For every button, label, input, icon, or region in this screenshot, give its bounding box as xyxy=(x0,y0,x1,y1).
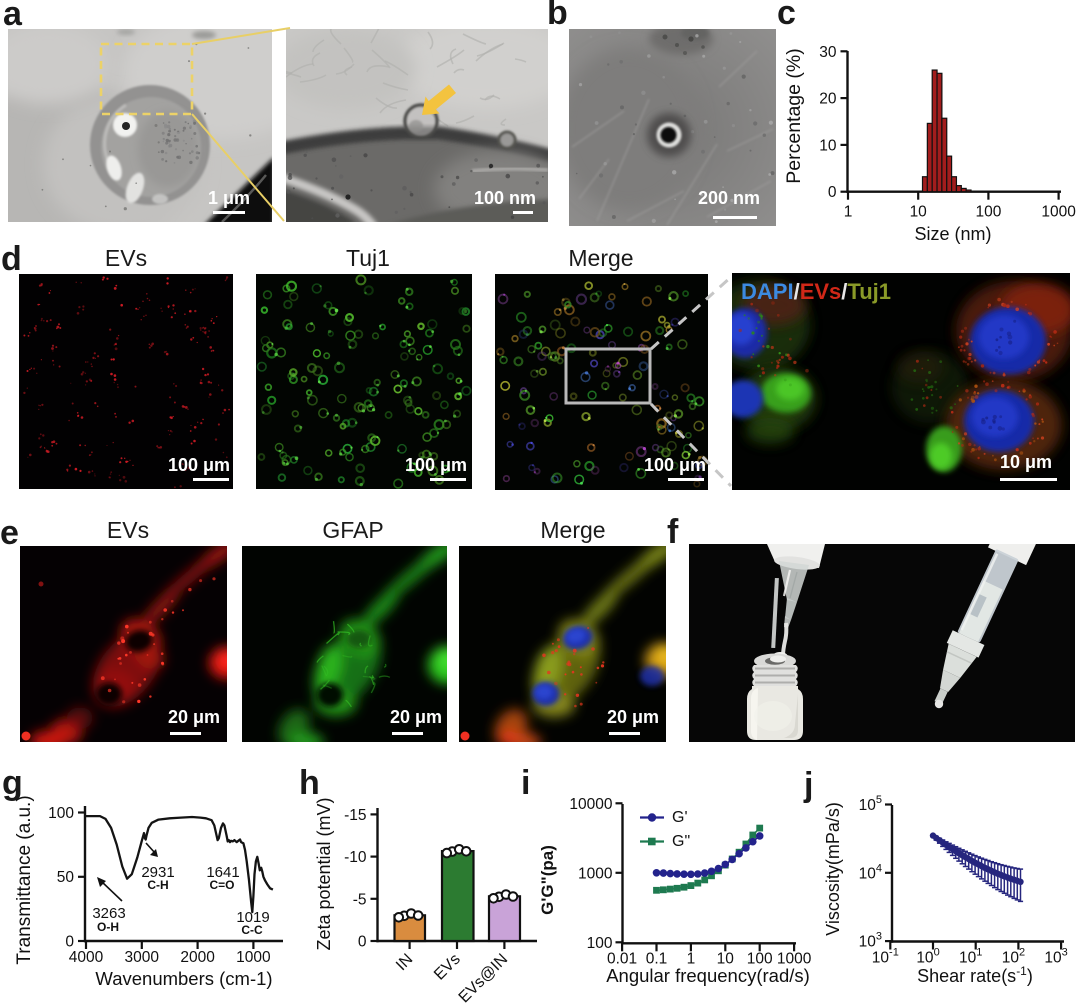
svg-text:Transmittance (a.u.): Transmittance (a.u.) xyxy=(14,795,35,964)
svg-text:1000: 1000 xyxy=(777,950,812,967)
svg-text:0.01: 0.01 xyxy=(607,950,637,967)
svg-text:2000: 2000 xyxy=(180,949,215,966)
svg-text:10-1: 10-1 xyxy=(872,947,899,967)
svg-text:3263: 3263 xyxy=(92,905,125,922)
svg-text:Viscosity(mPa/s): Viscosity(mPa/s) xyxy=(823,802,843,936)
svg-text:101: 101 xyxy=(959,947,982,967)
svg-text:Wavenumbers (cm-1): Wavenumbers (cm-1) xyxy=(95,968,272,989)
svg-text:1000: 1000 xyxy=(236,949,271,966)
svg-text:Angular frequency(rad/s): Angular frequency(rad/s) xyxy=(606,965,810,986)
svg-text:4000: 4000 xyxy=(69,949,104,966)
svg-text:100: 100 xyxy=(747,950,773,967)
svg-text:1: 1 xyxy=(687,950,696,967)
svg-text:10: 10 xyxy=(717,950,735,967)
svg-text:0: 0 xyxy=(65,934,74,951)
svg-text:EVs: EVs xyxy=(431,951,464,984)
svg-text:30: 30 xyxy=(819,44,837,61)
svg-text:100: 100 xyxy=(587,935,613,952)
svg-text:3000: 3000 xyxy=(125,949,160,966)
svg-text:C=O: C=O xyxy=(209,878,234,892)
svg-text:100: 100 xyxy=(48,805,74,822)
svg-text:0: 0 xyxy=(828,184,837,201)
svg-text:Percentage (%): Percentage (%) xyxy=(783,48,805,183)
svg-text:C-C: C-C xyxy=(241,923,263,937)
svg-text:1000: 1000 xyxy=(578,865,613,882)
svg-text:10: 10 xyxy=(819,137,837,154)
svg-text:100: 100 xyxy=(916,947,939,967)
svg-text:Shear rate(s-1): Shear rate(s-1) xyxy=(917,964,1033,986)
svg-text:-15: -15 xyxy=(344,807,366,824)
svg-text:1000: 1000 xyxy=(1041,204,1076,221)
svg-text:103: 103 xyxy=(1044,947,1067,967)
svg-text:1: 1 xyxy=(844,204,853,221)
svg-text:103: 103 xyxy=(859,931,882,951)
svg-text:EVs@IN: EVs@IN xyxy=(456,951,512,1006)
svg-text:1641: 1641 xyxy=(206,864,239,881)
svg-text:C-H: C-H xyxy=(147,878,168,892)
svg-text:0: 0 xyxy=(358,934,367,951)
svg-text:105: 105 xyxy=(859,794,882,814)
svg-text:-5: -5 xyxy=(353,891,367,908)
svg-text:10: 10 xyxy=(910,204,928,221)
svg-text:Zeta potential (mV): Zeta potential (mV) xyxy=(314,797,334,950)
svg-text:2931: 2931 xyxy=(141,864,174,881)
svg-text:Size (nm): Size (nm) xyxy=(914,224,991,244)
svg-text:50: 50 xyxy=(57,869,75,886)
svg-text:IN: IN xyxy=(393,951,416,974)
svg-text:20: 20 xyxy=(819,91,837,108)
svg-text:G': G' xyxy=(672,809,688,826)
svg-text:1019: 1019 xyxy=(236,909,269,926)
svg-text:104: 104 xyxy=(859,862,882,882)
svg-text:G'G"(pa): G'G"(pa) xyxy=(538,845,557,915)
svg-text:10000: 10000 xyxy=(569,796,612,813)
svg-text:100: 100 xyxy=(975,204,1001,221)
svg-text:-10: -10 xyxy=(344,849,367,866)
svg-text:G": G" xyxy=(672,833,690,850)
svg-text:0.1: 0.1 xyxy=(646,950,668,967)
svg-text:O-H: O-H xyxy=(97,920,119,934)
